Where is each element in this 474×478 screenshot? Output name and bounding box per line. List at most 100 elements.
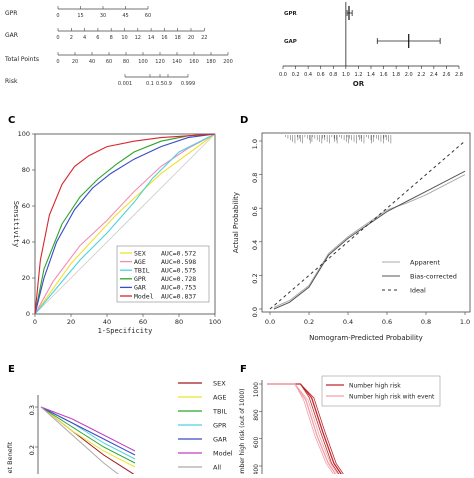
y-axis-title: Actual Probability <box>232 192 240 253</box>
legend-auc: AUC=0.728 <box>161 275 196 283</box>
nomogram-row-label: GAR <box>5 32 18 39</box>
calibration-line-ideal <box>269 140 466 310</box>
nomogram-tick-label: 0.999 <box>181 81 195 87</box>
nomogram-tick-label: 6 <box>96 35 99 41</box>
x-tick-label: 1.0 <box>342 72 350 78</box>
y-tick-label: 1.0 <box>251 139 259 149</box>
impact-curve-with-event <box>267 383 342 478</box>
y-tick-label: 0.4 <box>251 240 259 250</box>
x-tick-label: 1.6 <box>380 72 388 78</box>
legend-label: GPR <box>213 421 227 429</box>
nomogram-row-label: Risk <box>5 78 18 85</box>
nomogram-tick-label: 40 <box>89 59 95 65</box>
x-tick-label: 60 <box>139 318 147 326</box>
decision-curve-tbil <box>40 406 136 464</box>
forest-row-label: GAP <box>284 39 297 45</box>
y-tick-label: 80 <box>22 166 30 174</box>
x-tick-label: 1.0 <box>460 318 470 326</box>
nomogram-tick-label: 0.001 <box>118 81 132 87</box>
nomogram-tick-label: 0.5 <box>156 81 164 87</box>
legend-auc: AUC=0.837 <box>161 292 196 300</box>
legend-label: GPR <box>134 275 146 283</box>
legend-label: GAR <box>134 284 146 292</box>
legend-auc: AUC=0.572 <box>161 249 196 257</box>
diagonal-reference <box>34 133 216 315</box>
x-tick-label: 2.6 <box>442 72 450 78</box>
y-tick-label: 60 <box>22 202 30 210</box>
panel-letter-e: E <box>8 364 15 375</box>
nomogram-tick-label: 18 <box>175 35 181 41</box>
legend-label: AGE <box>134 258 146 266</box>
calibration-chart-panel: 0.0 0.2 0.4 0.6 0.8 1.0 0.0 0.2 0.4 0.6 0.8 1.0 Nomo… <box>232 132 471 342</box>
x-tick-label: 0.6 <box>382 318 392 326</box>
nomogram-tick-label: 8 <box>110 35 113 41</box>
x-tick-label: 2.4 <box>430 72 438 78</box>
x-tick-label: 0.8 <box>329 72 337 78</box>
calibration-line-bias-corrected <box>273 170 466 310</box>
y-tick-label: 0 <box>26 310 30 318</box>
x-tick-label: 0 <box>33 318 37 326</box>
x-tick-label: 0.6 <box>317 72 325 78</box>
roc-curve-sex <box>34 133 216 315</box>
legend-label: TBIL <box>212 407 227 415</box>
x-tick-label: 0.0 <box>265 318 275 326</box>
nomogram-tick-label: 22 <box>201 35 207 41</box>
legend-label: AGE <box>213 393 226 401</box>
nomogram-tick-label: 4 <box>83 35 86 41</box>
nomogram-panel: GPR 0 15 30 45 60 GAR 0 2 4 6 8 10 12 14 16 18 20 22 Total … <box>4 6 233 87</box>
plot-frame <box>261 132 471 313</box>
x-axis-title: Nomogram-Predicted Probability <box>309 334 423 342</box>
nomogram-tick-label: 20 <box>188 35 194 41</box>
y-tick-label: 0.3 <box>28 405 36 415</box>
legend-box <box>116 245 210 303</box>
legend-label: Number high risk <box>349 382 401 389</box>
x-tick-label: 40 <box>103 318 111 326</box>
roc-chart-panel: 0 20 40 60 80 100 0 20 40 60 80 100 1-Specificity Sen… <box>12 130 221 335</box>
y-tick-label: 40 <box>22 238 30 246</box>
nomogram-tick-label: 60 <box>106 59 112 65</box>
nomogram-tick-label: 160 <box>189 59 199 65</box>
legend-label: Bias-corrected <box>410 272 457 280</box>
roc-curve-gar <box>34 133 216 315</box>
x-tick-label: 1.8 <box>392 72 400 78</box>
nomogram-tick-label: 2 <box>70 35 73 41</box>
x-tick-label: 0.4 <box>343 318 353 326</box>
decision-curve-panel: 0.3 0.2 Net Benefit SEX AGE TBIL GPR GAR Model Al… <box>6 379 233 478</box>
x-axis-title: OR <box>353 80 365 88</box>
x-tick-label: 100 <box>209 318 221 326</box>
legend-label: Ideal <box>410 286 426 294</box>
nomogram-row-label: GPR <box>5 10 17 17</box>
y-tick-label: 1000 <box>253 382 260 397</box>
legend-label: Model <box>213 449 233 457</box>
decision-curve-gpr <box>40 406 136 460</box>
nomogram-tick-label: 0 <box>56 13 59 19</box>
nomogram-tick-label: 0.9 <box>164 81 172 87</box>
x-tick-label: 1.4 <box>367 72 375 78</box>
x-tick-label: 20 <box>67 318 75 326</box>
nomogram-tick-label: 20 <box>72 59 78 65</box>
nomogram-tick-label: 16 <box>161 35 167 41</box>
x-tick-label: 0.8 <box>421 318 431 326</box>
legend-label: GAR <box>213 435 227 443</box>
y-axis-title: Net Benefit <box>6 441 14 474</box>
nomogram-tick-label: 45 <box>122 13 128 19</box>
legend-auc: AUC=0.575 <box>161 267 196 275</box>
forest-row-label: GPR <box>284 11 298 17</box>
plot-frame <box>34 133 216 315</box>
roc-curve-age <box>34 133 216 315</box>
x-tick-label: 0.2 <box>292 72 300 78</box>
roc-curve-gpr <box>34 133 216 315</box>
panel-letter-c: C <box>8 115 15 126</box>
legend-label: Number high risk with event <box>349 393 435 400</box>
nomogram-tick-label: 30 <box>100 13 106 19</box>
y-tick-label: 800 <box>253 409 260 421</box>
y-tick-label: 0.8 <box>251 173 259 183</box>
roc-curve-tbil <box>34 133 216 315</box>
nomogram-tick-label: 200 <box>223 59 233 65</box>
legend-label: SEX <box>213 379 226 387</box>
legend-label: TBIL <box>134 267 150 275</box>
nomogram-tick-label: 0 <box>56 59 59 65</box>
panel-letter-f: F <box>240 364 247 375</box>
x-tick-label: 0.4 <box>304 72 312 78</box>
